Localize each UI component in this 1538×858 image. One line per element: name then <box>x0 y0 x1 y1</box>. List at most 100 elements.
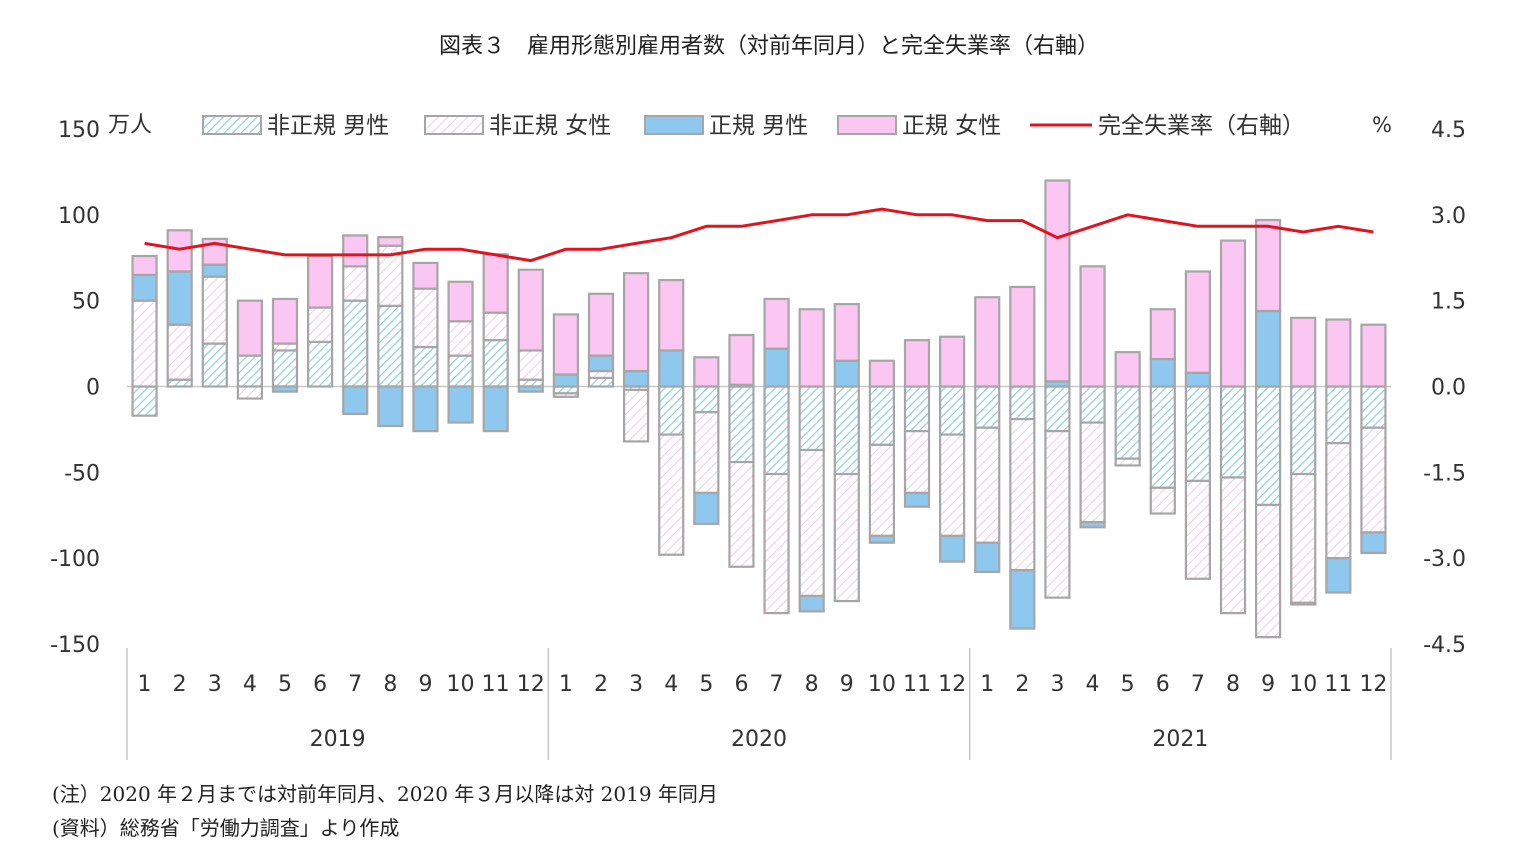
unemployment-rate-line <box>144 207 1374 263</box>
bar-nonregular-female <box>763 472 790 615</box>
x-month-label: 10 <box>1289 672 1317 697</box>
x-month-label: 9 <box>840 672 854 697</box>
x-month-label: 10 <box>447 672 475 697</box>
x-month-label: 11 <box>903 672 931 697</box>
x-month-label: 8 <box>805 672 819 697</box>
x-month-label: 1 <box>559 672 573 697</box>
bar-regular-female <box>1009 285 1036 388</box>
bar-nonregular-male <box>131 385 158 417</box>
bar-regular-male <box>868 534 895 544</box>
bar-nonregular-male <box>798 385 825 452</box>
x-month-label: 1 <box>138 672 152 697</box>
bar-regular-male <box>1290 601 1317 606</box>
bar-nonregular-male <box>728 385 755 464</box>
x-month-label: 2 <box>173 672 187 697</box>
bar-nonregular-male <box>307 340 334 388</box>
y-left-tick-label: -150 <box>50 633 100 658</box>
bar-nonregular-male <box>1360 385 1387 429</box>
bar-regular-male <box>1325 557 1352 594</box>
bar-regular-female <box>728 333 755 386</box>
bar-nonregular-male <box>587 376 615 388</box>
bar-regular-male <box>587 354 615 373</box>
bar-regular-female <box>447 280 474 323</box>
x-month-label: 9 <box>1261 672 1275 697</box>
bar-nonregular-male <box>482 339 509 388</box>
bar-regular-female <box>1079 265 1106 388</box>
y-right-tick-label: -1.5 <box>1423 461 1466 486</box>
x-year-label: 2021 <box>1152 727 1208 752</box>
bar-nonregular-female <box>1009 418 1036 572</box>
bar-regular-male <box>342 385 369 416</box>
x-month-label: 11 <box>482 672 510 697</box>
x-year-label: 2020 <box>731 727 787 752</box>
y-left-tick-label: 50 <box>72 290 100 315</box>
bar-nonregular-female <box>1184 479 1211 580</box>
legend-unemployment-rate-label: 完全失業率（右軸） <box>1098 113 1305 139</box>
bar-regular-female <box>1114 351 1141 388</box>
bar-regular-male <box>763 347 790 388</box>
x-month-label: 12 <box>1359 672 1387 697</box>
bar-nonregular-female <box>868 443 895 537</box>
bar-regular-male <box>412 385 439 433</box>
bar-nonregular-male <box>1149 385 1176 489</box>
x-month-label: 3 <box>629 672 643 697</box>
bar-nonregular-male <box>342 299 369 388</box>
bar-regular-male <box>974 541 1001 574</box>
bar-nonregular-female <box>517 349 544 381</box>
bar-regular-female <box>939 335 966 388</box>
bar-nonregular-female <box>974 426 1001 544</box>
bar-nonregular-male <box>1325 385 1352 445</box>
x-month-label: 9 <box>418 672 432 697</box>
bar-nonregular-female <box>131 299 158 388</box>
legend-regular-female-swatch <box>837 115 897 135</box>
bar-regular-female <box>903 339 931 388</box>
bar-regular-female <box>271 297 299 345</box>
bar-regular-male <box>447 385 474 424</box>
x-month-label: 11 <box>1324 672 1352 697</box>
bar-nonregular-female <box>1255 503 1282 639</box>
bar-regular-male <box>1009 569 1036 630</box>
y-right-tick-label: 3.0 <box>1431 204 1466 229</box>
bar-nonregular-male <box>1290 385 1317 476</box>
x-month-label: 2 <box>1015 672 1029 697</box>
bar-nonregular-male <box>658 385 685 436</box>
bar-regular-male <box>552 373 579 388</box>
bar-nonregular-female <box>1044 430 1071 599</box>
y-right-tick-label: -3.0 <box>1423 547 1466 572</box>
bar-nonregular-male <box>1114 385 1141 460</box>
bar-regular-male <box>693 491 720 525</box>
bar-nonregular-female <box>236 385 263 400</box>
y-right-tick-label: 1.5 <box>1431 290 1466 315</box>
y-left-tick-label: 150 <box>58 118 100 143</box>
bar-regular-male <box>482 385 509 433</box>
bar-regular-female <box>131 254 158 277</box>
bar-regular-female <box>587 292 615 357</box>
y-right-unit: % <box>1372 113 1392 137</box>
y-left-tick-label: -100 <box>50 547 100 572</box>
bar-regular-female <box>1360 323 1387 388</box>
bar-regular-female <box>833 303 860 362</box>
bar-nonregular-female <box>1325 442 1352 560</box>
bar-nonregular-female <box>166 323 193 381</box>
bar-nonregular-female <box>903 430 931 495</box>
x-month-label: 12 <box>938 672 966 697</box>
bar-nonregular-female <box>658 433 685 556</box>
y-right-tick-label: 0.0 <box>1431 376 1466 401</box>
bar-regular-female <box>798 308 825 388</box>
y-left-tick-label: 100 <box>58 204 100 229</box>
bar-nonregular-female <box>1079 421 1106 524</box>
bar-regular-male <box>201 263 228 278</box>
bar-nonregular-female <box>833 472 860 603</box>
bar-nonregular-male <box>939 385 966 436</box>
x-month-label: 8 <box>383 672 397 697</box>
bar-nonregular-male <box>271 349 299 388</box>
bar-regular-male <box>517 385 544 393</box>
bar-regular-male <box>623 369 650 388</box>
x-month-label: 4 <box>664 672 678 697</box>
unemployment-line <box>144 207 1374 263</box>
x-month-label: 1 <box>980 672 994 697</box>
bar-nonregular-female <box>412 287 439 349</box>
bars <box>131 179 1387 639</box>
x-month-label: 5 <box>699 672 713 697</box>
